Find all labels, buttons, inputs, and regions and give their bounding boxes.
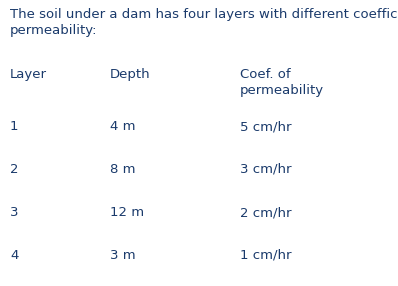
Text: 4: 4	[10, 249, 18, 262]
Text: Layer: Layer	[10, 68, 47, 81]
Text: 1: 1	[10, 120, 18, 133]
Text: Depth: Depth	[110, 68, 150, 81]
Text: 8 m: 8 m	[110, 163, 135, 176]
Text: 2: 2	[10, 163, 18, 176]
Text: 3: 3	[10, 206, 18, 219]
Text: Coef. of: Coef. of	[240, 68, 291, 81]
Text: permeability: permeability	[240, 84, 324, 97]
Text: 4 m: 4 m	[110, 120, 135, 133]
Text: 2 cm/hr: 2 cm/hr	[240, 206, 291, 219]
Text: 5 cm/hr: 5 cm/hr	[240, 120, 291, 133]
Text: 3 cm/hr: 3 cm/hr	[240, 163, 291, 176]
Text: 12 m: 12 m	[110, 206, 144, 219]
Text: The soil under a dam has four layers with different coefficients of: The soil under a dam has four layers wit…	[10, 8, 398, 21]
Text: 1 cm/hr: 1 cm/hr	[240, 249, 291, 262]
Text: 3 m: 3 m	[110, 249, 136, 262]
Text: permeability:: permeability:	[10, 24, 98, 37]
